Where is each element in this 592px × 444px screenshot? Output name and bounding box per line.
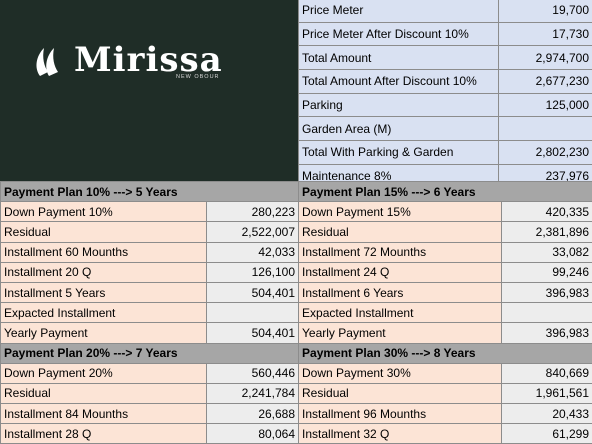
summary-row: Total Amount 2,974,700 (298, 45, 592, 71)
summary-row: Price Meter 19,700 (298, 0, 592, 23)
plan-row: Expacted Installment Expacted Installment (0, 302, 592, 324)
plan-row: Yearly Payment 504,401 Yearly Payment 396,9… (0, 322, 592, 344)
summary-label: Price Meter (298, 0, 499, 23)
summary-value: 125,000 (498, 92, 592, 118)
plan-row-label: Installment 32 Q (298, 423, 503, 444)
plan-title: Payment Plan 10% ---> 5 Years (0, 180, 300, 203)
plan-row-value: 504,401 (205, 322, 300, 344)
summary-row: Parking 125,000 (298, 92, 592, 118)
plan-row-label: Expacted Installment (298, 302, 503, 324)
plan-row-label: Residual (298, 382, 503, 405)
summary-value: 2,974,700 (498, 45, 592, 71)
summary-value: 19,700 (498, 0, 592, 23)
plan-row-label: Installment 72 Mounths (298, 241, 503, 263)
plan-row-value: 396,983 (501, 281, 592, 304)
summary-row: Total With Parking & Garden 2,802,230 (298, 140, 592, 165)
summary-row: Price Meter After Discount 10% 17,730 (298, 21, 592, 47)
plan-row-value: 42,033 (205, 241, 300, 263)
logo-panel: Mirissa NEW OBOUR (0, 0, 298, 181)
plan-row-label: Down Payment 15% (298, 201, 503, 223)
plan-row-value (501, 302, 592, 324)
plan-row-value: 2,381,896 (501, 221, 592, 243)
plan-row: Residual 2,241,784 Residual 1,961,561 (0, 382, 592, 405)
summary-value: 2,677,230 (498, 69, 592, 94)
plan-row-value: 840,669 (501, 362, 592, 384)
brand-logo: Mirissa NEW OBOUR (30, 40, 270, 90)
plan-row-value: 20,433 (501, 403, 592, 425)
summary-label: Parking (298, 92, 499, 118)
plan-row-label: Expacted Installment (0, 302, 207, 324)
plan-row-label: Installment 84 Mounths (0, 403, 207, 425)
plan-row-value: 2,522,007 (205, 221, 300, 243)
plan-row-label: Installment 24 Q (298, 261, 503, 283)
summary-value: 2,802,230 (498, 140, 592, 165)
plan-row-label: Down Payment 20% (0, 362, 207, 384)
plan-row-label: Installment 28 Q (0, 423, 207, 444)
brand-name: Mirissa (74, 40, 223, 80)
plan-title: Payment Plan 30% ---> 8 Years (298, 342, 592, 364)
plan-row-label: Yearly Payment (0, 322, 207, 344)
plan-row: Installment 28 Q 80,064 Installment 32 Q 61… (0, 423, 592, 444)
plan-title: Payment Plan 20% ---> 7 Years (0, 342, 300, 364)
summary-label: Total Amount After Discount 10% (298, 69, 499, 94)
brand-tagline: NEW OBOUR (176, 74, 220, 80)
leaf-logo-icon (36, 48, 58, 76)
summary-label: Garden Area (M) (298, 116, 499, 142)
plan-row-value: 420,335 (501, 201, 592, 223)
plan-row-value: 396,983 (501, 322, 592, 344)
summary-label: Total Amount (298, 45, 499, 71)
summary-row: Garden Area (M) (298, 116, 592, 142)
plan-header-row: Payment Plan 20% ---> 7 Years Payment Pla… (0, 342, 592, 364)
plan-row: Installment 84 Mounths 26,688 Installment … (0, 403, 592, 425)
plan-row-label: Yearly Payment (298, 322, 503, 344)
plan-row: Down Payment 20% 560,446 Down Payment 30% 8… (0, 362, 592, 384)
summary-row: Total Amount After Discount 10% 2,677,230 (298, 69, 592, 94)
plan-row: Residual 2,522,007 Residual 2,381,896 (0, 221, 592, 243)
plan-row: Installment 5 Years 504,401 Installment 6 … (0, 281, 592, 304)
plan-row: Installment 60 Mounths 42,033 Installment … (0, 241, 592, 263)
plan-row-label: Installment 20 Q (0, 261, 207, 283)
summary-value (498, 116, 592, 142)
plan-row-label: Down Payment 30% (298, 362, 503, 384)
plan-row-label: Installment 5 Years (0, 281, 207, 304)
plan-row-value: 2,241,784 (205, 382, 300, 405)
plan-row-value: 26,688 (205, 403, 300, 425)
plan-row-label: Down Payment 10% (0, 201, 207, 223)
plan-row-value: 1,961,561 (501, 382, 592, 405)
plan-row-label: Installment 60 Mounths (0, 241, 207, 263)
plan-row-value: 80,064 (205, 423, 300, 444)
plan-row: Down Payment 10% 280,223 Down Payment 15% 4… (0, 201, 592, 223)
plan-row-value: 126,100 (205, 261, 300, 283)
plan-row-value: 99,246 (501, 261, 592, 283)
plan-row-value: 61,299 (501, 423, 592, 444)
plan-row-label: Residual (298, 221, 503, 243)
plan-row-value: 504,401 (205, 281, 300, 304)
plan-row-value: 33,082 (501, 241, 592, 263)
plan-row-value: 280,223 (205, 201, 300, 223)
plan-row-label: Residual (0, 221, 207, 243)
price-summary-table: Price Meter 19,700 Price Meter After Disco… (298, 0, 592, 189)
plan-row-value (205, 302, 300, 324)
summary-label: Price Meter After Discount 10% (298, 21, 499, 47)
plan-row-value: 560,446 (205, 362, 300, 384)
plan-row-label: Installment 96 Mounths (298, 403, 503, 425)
plan-header-row: Payment Plan 10% ---> 5 Years Payment Pla… (0, 180, 592, 203)
plan-row-label: Residual (0, 382, 207, 405)
plan-row-label: Installment 6 Years (298, 281, 503, 304)
payment-plans-table: Payment Plan 10% ---> 5 Years Payment Pla… (0, 180, 592, 444)
summary-value: 17,730 (498, 21, 592, 47)
summary-label: Total With Parking & Garden (298, 140, 499, 165)
plan-title: Payment Plan 15% ---> 6 Years (298, 180, 592, 203)
